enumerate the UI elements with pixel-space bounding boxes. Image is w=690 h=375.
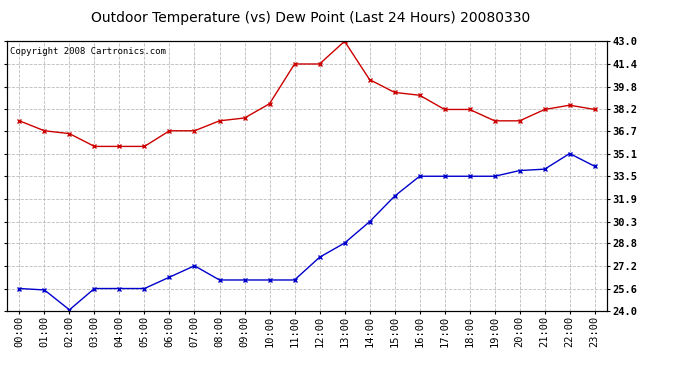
Text: Copyright 2008 Cartronics.com: Copyright 2008 Cartronics.com [10, 46, 166, 56]
Text: Outdoor Temperature (vs) Dew Point (Last 24 Hours) 20080330: Outdoor Temperature (vs) Dew Point (Last… [91, 11, 530, 25]
